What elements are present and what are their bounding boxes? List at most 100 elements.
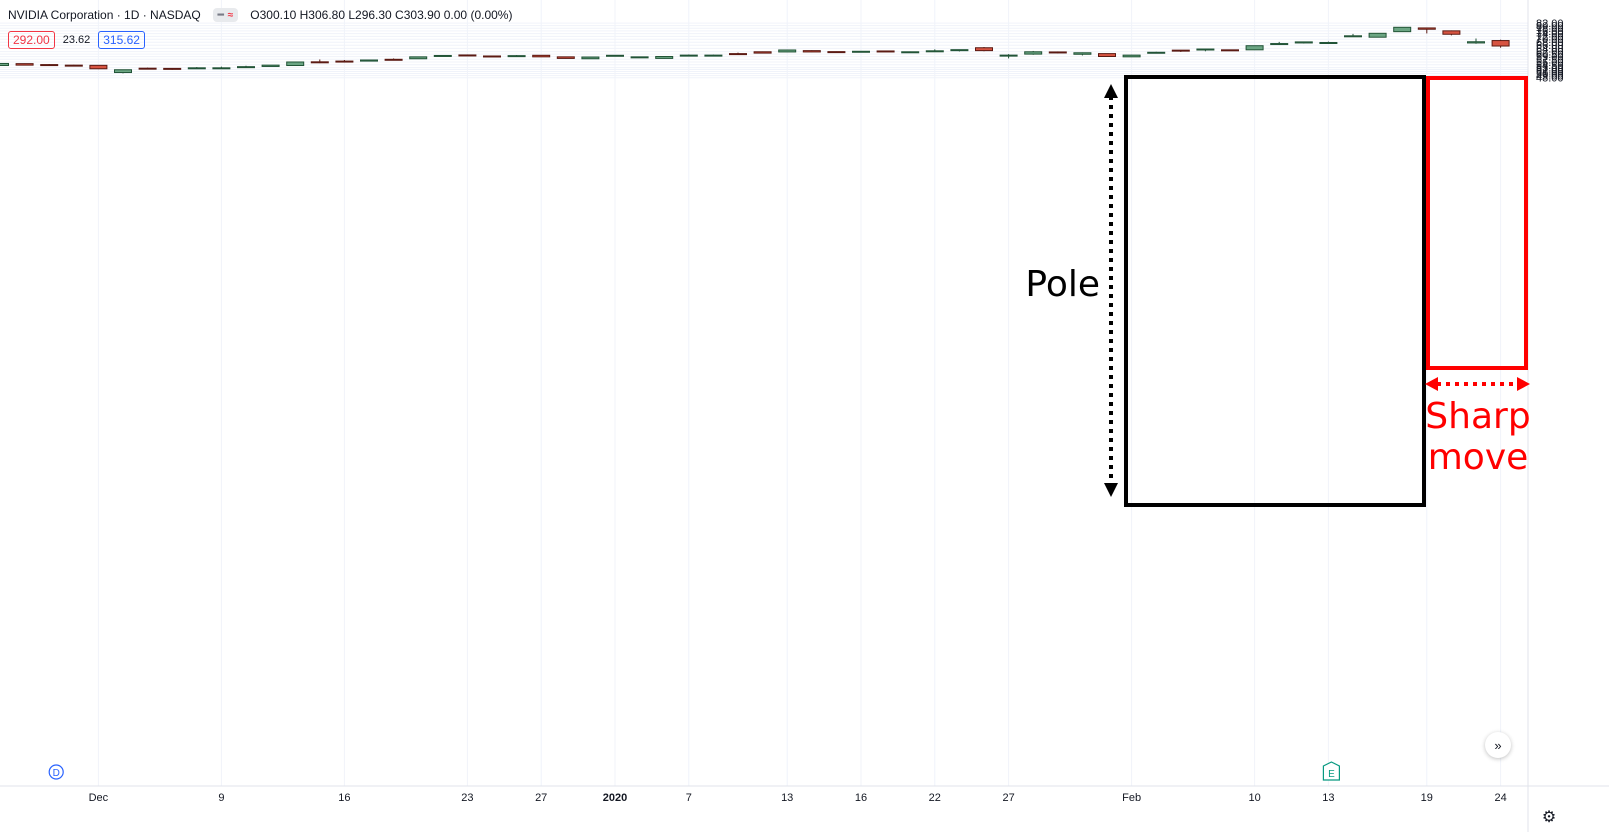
candle-body <box>827 51 846 54</box>
candle-body <box>1319 41 1338 44</box>
candle-body <box>384 58 403 61</box>
candle-body <box>1368 32 1387 38</box>
price-axis-label: 49.00 <box>1536 71 1564 83</box>
candle-body <box>310 61 329 64</box>
sharp-move-box <box>1426 76 1528 370</box>
price-axis-label: 62.00 <box>1536 47 1564 59</box>
candle-body <box>1098 53 1116 57</box>
chart-settings-button[interactable]: ⚙ <box>1538 806 1560 828</box>
candle-body <box>163 67 182 70</box>
pole-arrow-head-down <box>1104 483 1118 497</box>
candle-body <box>556 56 575 59</box>
candle-body <box>212 67 231 70</box>
time-axis-label: 16 <box>855 792 867 804</box>
bid-ask-row: 292.00 23.62 315.62 <box>8 31 145 49</box>
scroll-to-realtime-button[interactable]: » <box>1485 732 1511 758</box>
price-axis-label: 76.00 <box>1536 26 1564 38</box>
price-axis-label: 50.00 <box>1536 69 1564 81</box>
time-axis-label: 13 <box>781 792 793 804</box>
candle-body <box>876 50 895 53</box>
candle-body <box>1344 35 1362 38</box>
candle-body <box>138 67 157 70</box>
time-axis-label: 19 <box>1421 792 1433 804</box>
candle-body <box>679 54 698 57</box>
candle-body <box>64 64 83 67</box>
candle-body <box>40 64 59 67</box>
candle-body <box>507 55 526 58</box>
candle-body <box>655 55 674 59</box>
price-axis-label: 66.00 <box>1536 40 1564 52</box>
candle-body <box>729 53 747 56</box>
candle-body <box>581 56 600 60</box>
candle-body <box>1196 48 1215 51</box>
candle-body <box>1147 51 1166 54</box>
candle-body <box>433 54 452 57</box>
price-axis-label: 57.50 <box>1536 54 1564 66</box>
price-axis-label: 68.00 <box>1536 37 1564 49</box>
sharp-move-arrow-head-right <box>1517 377 1530 391</box>
candle-body <box>1122 54 1141 58</box>
candle-body <box>286 61 305 67</box>
candle-body <box>753 51 772 54</box>
price-axis-label: 78.00 <box>1536 23 1564 35</box>
candle-body <box>458 54 477 57</box>
buy-price-button[interactable]: 315.62 <box>98 31 145 49</box>
price-axis-label: 64.00 <box>1536 43 1564 55</box>
candle-body <box>0 62 9 67</box>
time-axis-label: 27 <box>535 792 547 804</box>
candle-body <box>360 59 378 62</box>
candle-body <box>1221 49 1239 52</box>
sharp-move-label-line1: Sharp <box>1425 396 1530 437</box>
candle-body <box>15 63 34 66</box>
time-axis-label: 13 <box>1322 792 1334 804</box>
candle-body <box>1294 41 1313 44</box>
sharp-move-label-line2: move <box>1428 437 1529 478</box>
price-axis-label: 72.00 <box>1536 31 1564 43</box>
visibility-icon[interactable]: ━ <box>217 9 224 21</box>
price-axis-label: 80.00 <box>1536 21 1564 33</box>
candle-body <box>1073 52 1092 55</box>
candle-body <box>630 56 649 59</box>
pole-label: Pole <box>1025 264 1100 305</box>
price-axis-label: 51.00 <box>1536 67 1564 79</box>
dividend-marker <box>48 764 64 780</box>
time-axis-label: 9 <box>218 792 224 804</box>
price-axis-label: 54.50 <box>1536 60 1564 72</box>
symbol-title[interactable]: NVIDIA Corporation · 1D · NASDAQ <box>8 8 201 22</box>
price-axis-label: 70.00 <box>1536 34 1564 46</box>
time-axis-label: 10 <box>1248 792 1260 804</box>
time-axis-label: 16 <box>338 792 350 804</box>
time-axis-label: 2020 <box>603 792 627 804</box>
sell-price-button[interactable]: 292.00 <box>8 31 55 49</box>
time-axis-label: 23 <box>461 792 473 804</box>
price-axis-label: 52.00 <box>1536 65 1564 77</box>
price-axis-label: 56.00 <box>1536 57 1564 69</box>
time-axis-label: 22 <box>929 792 941 804</box>
flag-box <box>1124 75 1426 507</box>
candle-body <box>802 50 821 53</box>
earnings-marker <box>1322 761 1340 781</box>
candle-body <box>1245 45 1264 51</box>
candle-body <box>89 64 108 70</box>
price-axis-label: 48.00 <box>1536 73 1564 85</box>
candle-body <box>1024 51 1043 55</box>
earnings-marker-label: E <box>1328 769 1335 780</box>
chart-header: NVIDIA Corporation · 1D · NASDAQ ━ ≈ O30… <box>8 8 512 22</box>
price-axis-label: 60.50 <box>1536 49 1564 61</box>
indicator-toggle-pill[interactable]: ━ ≈ <box>212 8 239 22</box>
sharp-move-arrow-head-left <box>1425 377 1438 391</box>
gear-icon: ⚙ <box>1541 809 1557 826</box>
candle-body <box>999 54 1018 57</box>
time-axis-label: 27 <box>1002 792 1014 804</box>
time-axis-label: Dec <box>89 792 109 804</box>
candle-body <box>1491 40 1510 47</box>
candle-body <box>778 49 797 53</box>
time-axis-label: 7 <box>686 792 692 804</box>
candle-body <box>975 47 993 52</box>
candle-body <box>1393 26 1412 33</box>
wave-icon[interactable]: ≈ <box>227 9 234 21</box>
ohlc-values: O300.10 H306.80 L296.30 C303.90 0.00 (0.… <box>250 8 513 22</box>
candle-body <box>1417 27 1436 30</box>
